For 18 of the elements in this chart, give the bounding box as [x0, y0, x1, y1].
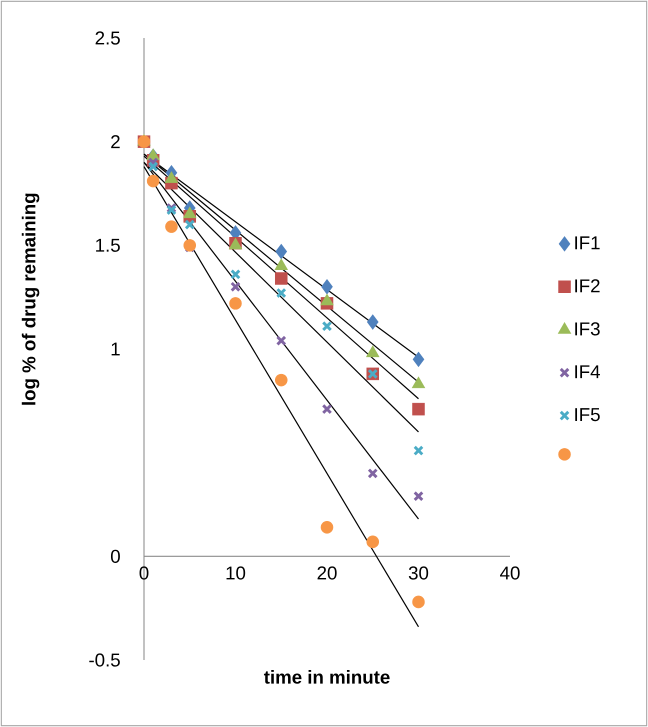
y-tick-label: -0.5 — [89, 653, 120, 667]
legend-label: IF3 — [575, 322, 600, 336]
legend-label: IF2 — [575, 279, 600, 292]
x-tick-label: 0 — [140, 566, 148, 580]
x-tick-label: 30 — [408, 566, 428, 580]
y-tick-label: 2.5 — [96, 31, 120, 45]
x-tick-label: 20 — [318, 566, 337, 580]
y-tick-label: 0 — [110, 550, 120, 563]
x-axis-title: time in minute — [264, 670, 390, 684]
y-tick-label: 1.5 — [96, 238, 120, 252]
legend-label: IF5 — [575, 408, 600, 422]
legend-label: IF4 — [575, 365, 600, 378]
legend-label: IF1 — [575, 236, 600, 250]
x-tick-label: 40 — [500, 566, 520, 580]
y-axis-title: log % of drug remaining — [22, 194, 40, 405]
y-tick-label: 2 — [111, 135, 120, 148]
x-tick-label: 10 — [226, 566, 246, 580]
y-tick-label: 1 — [112, 342, 120, 356]
